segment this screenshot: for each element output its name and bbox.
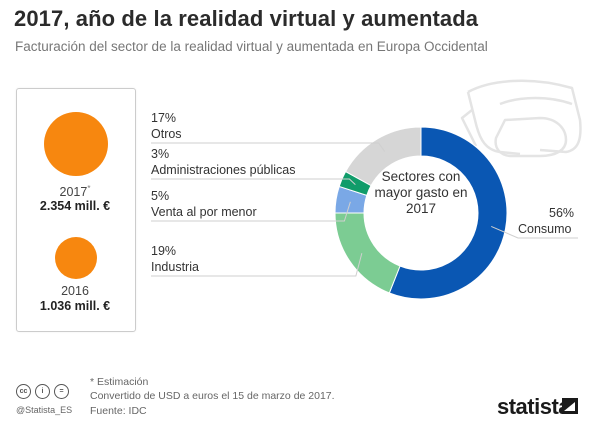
industria-label: Industria: [151, 260, 199, 274]
otros-label: Otros: [151, 127, 182, 141]
administraciones-pct: 3%: [151, 147, 170, 161]
footnotes: * Estimación Convertido de USD a euros e…: [90, 375, 335, 403]
administraciones-label: Administraciones públicas: [151, 163, 296, 177]
revenue-2016-bubble: [54, 236, 98, 280]
page-title: 2017, año de la realidad virtual y aumen…: [14, 6, 479, 31]
consumo-pct: 56%: [549, 206, 575, 220]
leader-line: [151, 142, 386, 152]
revenue-2017-bubble: [44, 112, 108, 176]
no-derivatives-icon: =: [54, 384, 69, 399]
consumo-label: Consumo: [518, 222, 572, 236]
venta-pct: 5%: [151, 189, 170, 203]
otros-pct: 17%: [151, 111, 177, 125]
page-subtitle: Facturación del sector de la realidad vi…: [15, 39, 488, 54]
revenue-2016-value: 1.036 mill. €: [39, 299, 111, 313]
cc-icon: cc: [16, 384, 31, 399]
leader-line: [151, 201, 351, 222]
donut-center-label: Sectores con mayor gasto en 2017: [374, 169, 468, 216]
venta-label: Venta al por menor: [151, 205, 257, 219]
source-note: Fuente: IDC: [90, 405, 147, 417]
year-2016-label: 2016: [61, 284, 89, 298]
statista-logo-icon: [562, 398, 578, 414]
twitter-handle: @Statista_ES: [16, 405, 73, 415]
year-2017-text: 2017: [59, 185, 88, 200]
donut-hole: [364, 156, 478, 270]
leader-line: [151, 178, 356, 185]
estimate-marker: *: [87, 184, 91, 193]
donut-slice-consumo: [388, 126, 508, 300]
license-icons: cc i =: [16, 384, 69, 399]
leader-line: [491, 225, 578, 239]
year-2017-label: 2017*: [16, 184, 134, 199]
leader-line: [151, 253, 363, 277]
statista-logo-text: statista: [497, 394, 571, 419]
note-conversion: Convertido de USD a euros el 15 de marzo…: [90, 390, 335, 402]
note-estimate: * Estimación: [90, 376, 149, 388]
industria-pct: 19%: [151, 244, 177, 258]
attribution-icon: i: [35, 384, 50, 399]
revenue-2017-value: 2.354 mill. €: [39, 199, 111, 213]
